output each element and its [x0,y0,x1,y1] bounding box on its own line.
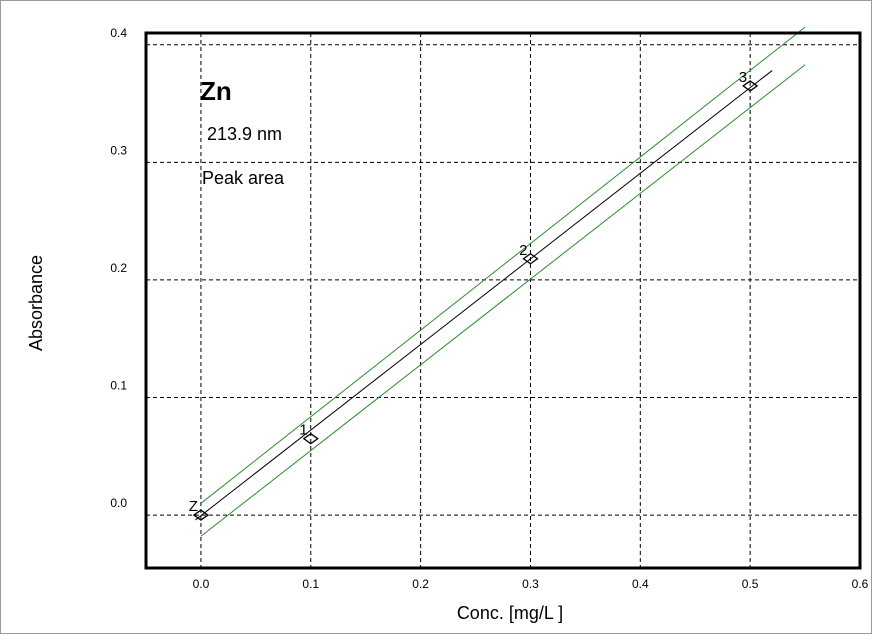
plot-area-frame [144,31,862,570]
wavelength-label: 213.9 nm [207,124,282,144]
element-label: Zn [200,76,232,106]
x-tick-label: 0.3 [522,577,539,591]
y-tick-label: 0.3 [110,143,127,157]
x-axis-title: Conc. [mg/L ] [457,603,563,623]
y-tick-label: 0.4 [110,26,127,40]
y-tick-label: 0.0 [110,496,127,510]
data-point-marker [302,432,319,445]
data-point-marker [742,80,759,92]
x-tick-label: 0.0 [193,577,210,591]
grid [146,33,860,568]
x-tick-label: 0.6 [852,577,869,591]
data-points: Z 1 2 3 [189,69,759,521]
x-tick-label: 0.1 [302,577,319,591]
y-axis-title: Absorbance [26,255,46,351]
data-point-marker [522,252,539,265]
y-tick-label: 0.2 [110,261,127,275]
data-point-label: 1 [299,422,307,439]
y-tick-labels: 0.0 0.1 0.2 0.3 0.4 [110,26,127,510]
x-tick-label: 0.4 [632,577,649,591]
fit-lines [195,26,806,537]
data-point-label: 2 [519,242,527,259]
confidence-upper-line [200,26,806,504]
y-tick-label: 0.1 [110,379,127,393]
x-tick-label: 0.2 [412,577,429,591]
fit-line [195,70,773,521]
x-tick-labels: 0.0 0.1 0.2 0.3 0.4 0.5 0.6 [193,577,869,591]
confidence-lower-line [200,64,806,537]
data-point-label: 3 [739,69,747,86]
data-point-marker [192,509,210,521]
data-point-label: Z [189,498,198,515]
x-tick-label: 0.5 [742,577,759,591]
mode-label: Peak area [202,168,285,188]
